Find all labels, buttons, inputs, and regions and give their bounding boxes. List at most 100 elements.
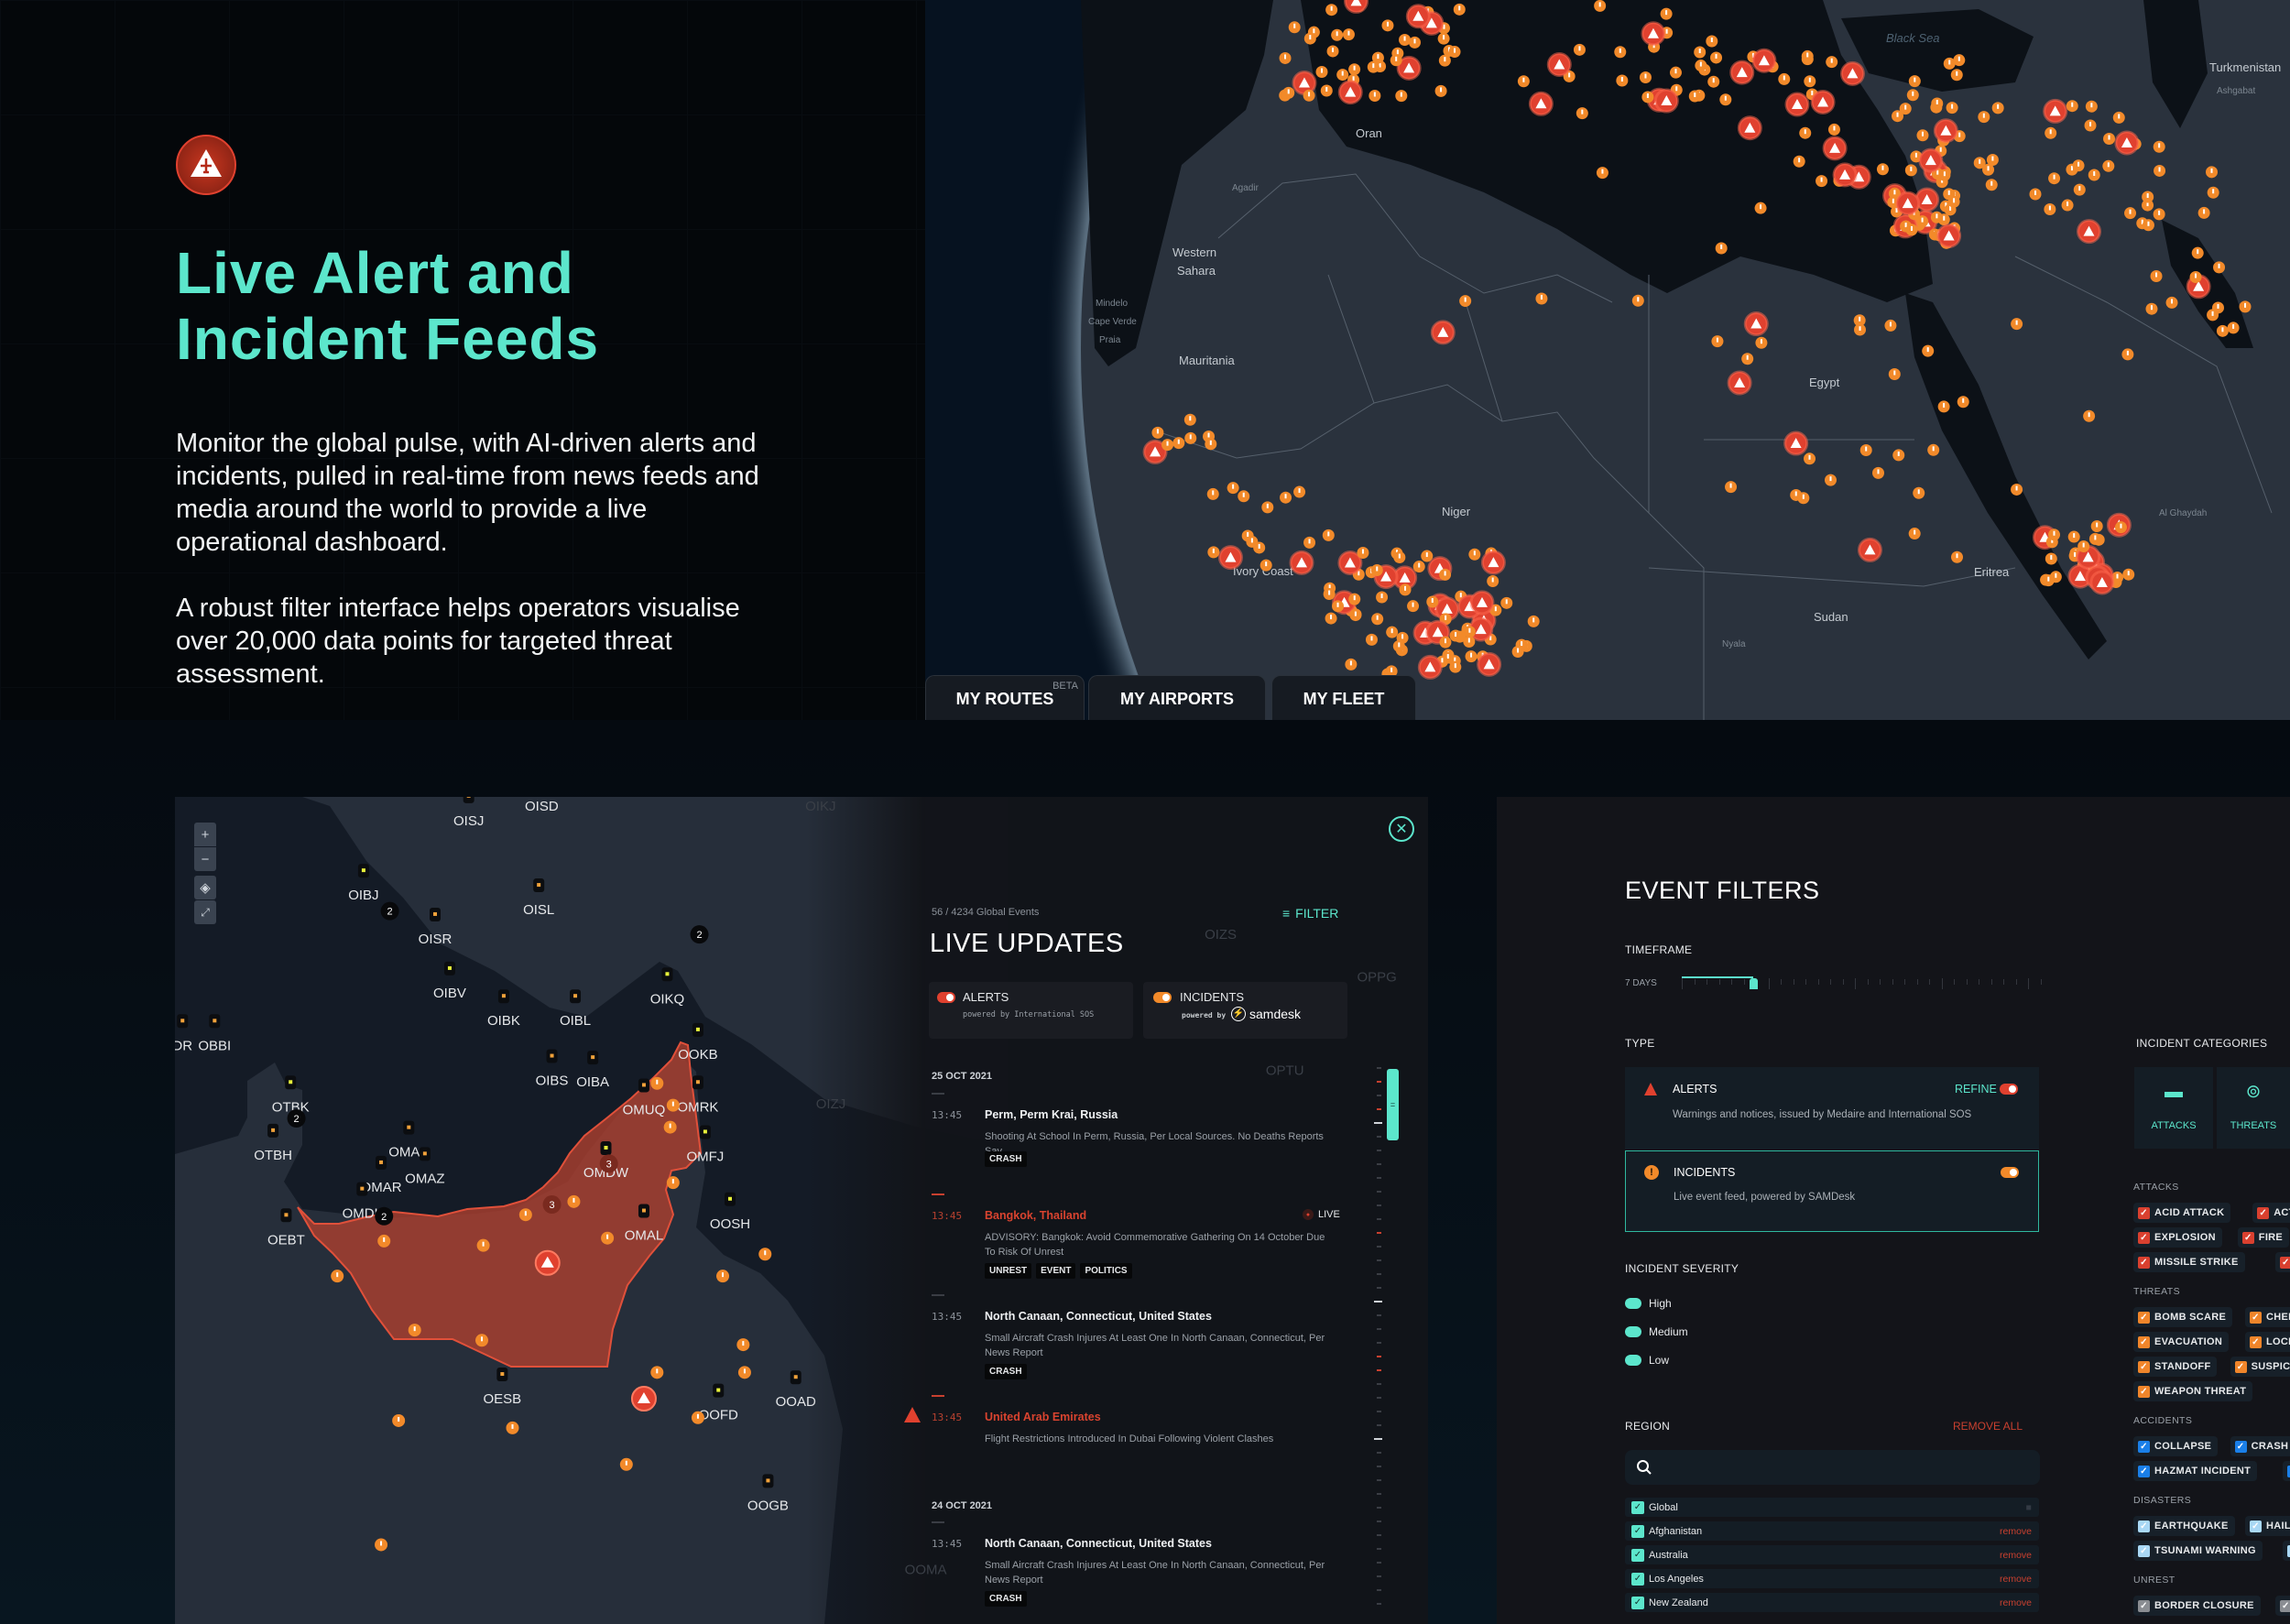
incident-marker[interactable] xyxy=(1381,19,1394,32)
incident-marker[interactable] xyxy=(408,1324,421,1337)
incident-marker[interactable] xyxy=(1790,488,1803,501)
region-row[interactable]: ✓ Los Angeles remove xyxy=(1625,1569,2039,1588)
alert-marker[interactable] xyxy=(1857,537,1882,562)
incident-marker[interactable] xyxy=(666,1176,680,1190)
incident-marker[interactable] xyxy=(1371,51,1384,64)
checkbox[interactable]: ✓ xyxy=(2138,1256,2150,1269)
alert-marker[interactable] xyxy=(1546,52,1572,78)
incident-marker[interactable] xyxy=(1899,103,1912,115)
incident-marker[interactable] xyxy=(1325,612,1337,625)
checkbox[interactable]: ✓ xyxy=(2234,1440,2247,1453)
incident-marker[interactable] xyxy=(375,1538,388,1552)
incident-marker[interactable] xyxy=(377,1234,391,1248)
incident-marker[interactable] xyxy=(1888,367,1901,380)
incident-marker[interactable] xyxy=(2112,111,2125,124)
incident-marker[interactable] xyxy=(1395,90,1408,103)
checkbox[interactable]: ✓ xyxy=(2138,1231,2150,1244)
toggle-switch[interactable] xyxy=(1625,1298,1641,1309)
incident-marker[interactable] xyxy=(2142,191,2154,203)
alerts-type-card[interactable]: ALERTS REFINE Warnings and notices, issu… xyxy=(1625,1067,2039,1150)
incident-marker[interactable] xyxy=(1710,51,1723,64)
incident-marker[interactable] xyxy=(567,1194,581,1208)
airport-pin[interactable] xyxy=(496,1368,508,1382)
airport-pin[interactable] xyxy=(762,1474,774,1488)
incident-marker[interactable] xyxy=(1801,49,1814,62)
alert-marker[interactable] xyxy=(1751,48,1777,73)
incident-marker[interactable] xyxy=(1669,66,1682,79)
remove-all-button[interactable]: REMOVE ALL xyxy=(1953,1420,2023,1433)
incident-marker[interactable] xyxy=(1205,438,1217,451)
regional-map[interactable]: OISD OISJ OIBJ OISL OISR OIBV OIBK OIBL OIKQ OBBI… xyxy=(175,797,1428,1624)
alert-marker[interactable] xyxy=(1832,162,1858,188)
incident-marker[interactable] xyxy=(1246,535,1259,548)
airport-pin[interactable] xyxy=(403,1120,415,1135)
category-chip[interactable]: ✓ xyxy=(2283,1461,2290,1481)
incident-marker[interactable] xyxy=(2061,199,2074,212)
checkbox[interactable]: ✓ xyxy=(2138,1599,2150,1612)
incident-marker[interactable] xyxy=(1282,86,1295,99)
alert-marker[interactable] xyxy=(1936,223,1962,248)
incidents-type-toggle[interactable] xyxy=(2001,1167,2019,1178)
airport-pin[interactable] xyxy=(713,1383,725,1398)
incident-marker[interactable] xyxy=(2239,300,2252,313)
alert-marker[interactable] xyxy=(1727,370,1752,396)
severity-toggle-high[interactable]: High xyxy=(1625,1297,1672,1310)
incident-marker[interactable] xyxy=(1342,28,1355,41)
incident-marker[interactable] xyxy=(2191,246,2204,259)
airport-pin[interactable] xyxy=(661,967,673,982)
incident-marker[interactable] xyxy=(392,1413,406,1427)
close-panel-button[interactable]: ✕ xyxy=(1389,816,1414,842)
category-tile-threats[interactable]: ⊚ THREATS xyxy=(2217,1067,2290,1149)
incident-marker[interactable] xyxy=(1982,163,1995,176)
region-checkbox[interactable]: ✓ xyxy=(1631,1596,1644,1609)
checkbox[interactable]: ✓ xyxy=(2279,1256,2290,1269)
incident-marker[interactable] xyxy=(1973,157,1986,169)
incident-marker[interactable] xyxy=(1853,314,1866,327)
airport-pin[interactable] xyxy=(790,1370,802,1385)
incident-marker[interactable] xyxy=(2011,483,2023,496)
alert-marker[interactable] xyxy=(1480,550,1506,575)
incident-marker[interactable] xyxy=(2121,348,2134,361)
incident-marker[interactable] xyxy=(1706,35,1718,48)
cluster-marker[interactable]: 2 xyxy=(287,1109,306,1128)
category-chip[interactable]: ✓SH xyxy=(2274,1252,2290,1272)
incident-marker[interactable] xyxy=(2142,199,2154,212)
incident-marker[interactable] xyxy=(650,1366,664,1379)
locate-button[interactable]: ◈ xyxy=(194,876,216,899)
airport-pin[interactable] xyxy=(280,1208,292,1223)
incident-marker[interactable] xyxy=(2077,540,2090,553)
incident-marker[interactable] xyxy=(1916,215,1929,228)
category-chip[interactable]: ✓ SUSPIC xyxy=(2230,1357,2290,1377)
incident-marker[interactable] xyxy=(1517,75,1530,88)
incident-marker[interactable] xyxy=(1357,546,1369,559)
incident-marker[interactable] xyxy=(650,1076,664,1090)
incident-marker[interactable] xyxy=(1778,72,1791,85)
incident-marker[interactable] xyxy=(691,1411,704,1424)
category-chip[interactable]: ✓ xyxy=(2274,1596,2290,1616)
incident-marker[interactable] xyxy=(2207,309,2219,322)
region-remove-button[interactable]: remove xyxy=(1999,1573,2032,1585)
incident-marker[interactable] xyxy=(1349,609,1362,622)
incident-marker[interactable] xyxy=(1468,548,1481,561)
incident-marker[interactable] xyxy=(2145,302,2158,315)
incident-marker[interactable] xyxy=(2114,521,2127,534)
incident-marker[interactable] xyxy=(1293,485,1306,498)
incident-marker[interactable] xyxy=(1799,126,1812,139)
checkbox[interactable]: ✓ xyxy=(2138,1206,2150,1219)
incident-marker[interactable] xyxy=(1288,21,1301,34)
incident-marker[interactable] xyxy=(2124,207,2137,220)
alert-marker[interactable] xyxy=(1405,4,1431,29)
severity-toggle-low[interactable]: Low xyxy=(1625,1354,1669,1367)
checkbox[interactable]: ✓ xyxy=(2250,1335,2262,1348)
incident-marker[interactable] xyxy=(1326,45,1339,58)
cluster-marker[interactable]: 2 xyxy=(380,901,399,921)
incident-marker[interactable] xyxy=(1439,636,1452,649)
incident-marker[interactable] xyxy=(1345,658,1358,670)
incident-marker[interactable] xyxy=(1951,550,1964,563)
airport-pin[interactable] xyxy=(443,961,455,975)
zoom-out-button[interactable]: − xyxy=(194,847,216,871)
alerts-toggle[interactable] xyxy=(937,992,955,1003)
airport-pin[interactable] xyxy=(430,907,442,921)
alert-marker[interactable] xyxy=(1392,565,1418,591)
alert-marker[interactable] xyxy=(1822,136,1848,161)
